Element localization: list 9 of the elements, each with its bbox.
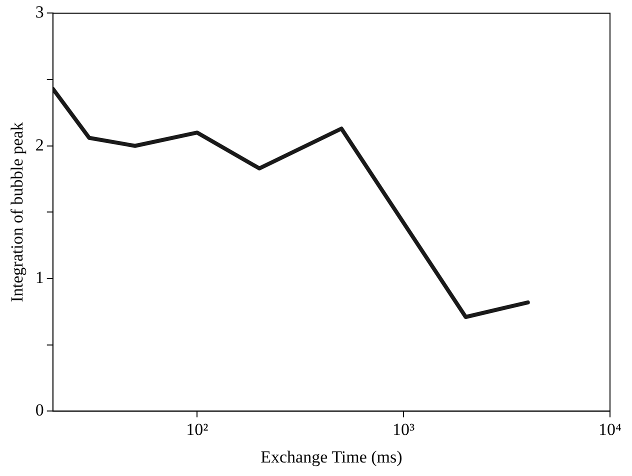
y-tick-label: 3 [35, 2, 44, 22]
x-tick-label: 10³ [392, 420, 415, 439]
y-tick-label: 0 [35, 400, 44, 420]
y-tick-label: 1 [35, 268, 44, 287]
y-tick-label: 2 [35, 135, 44, 154]
y-axis-title: Integration of bubble peak [8, 122, 27, 302]
x-axis-title: Exchange Time (ms) [260, 447, 402, 466]
x-tick-label: 10⁴ [598, 420, 622, 439]
x-tick-label: 10² [186, 420, 208, 439]
